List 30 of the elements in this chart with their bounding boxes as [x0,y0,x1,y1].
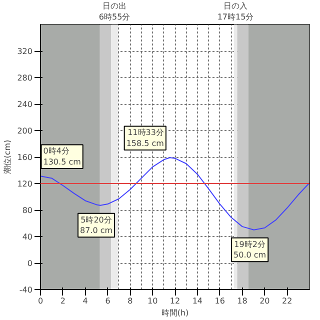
band-label: 日の出 6時55分 [98,2,130,22]
y-tick-label: 80 [22,206,33,215]
x-tick-label: 0 [38,296,44,306]
x-tick-label: 14 [192,296,203,306]
annotation: 0時4分 130.5 cm [43,146,82,167]
y-tick-label: 40 [22,232,33,242]
x-tick-label: 4 [82,296,88,306]
y-tick-label: -40 [19,286,33,294]
y-tick-label: 280 [17,74,33,82]
x-tick-label: 10 [147,296,158,306]
x-tick-label: 6 [105,296,110,306]
y-tick-label: 160 [17,153,33,162]
x-tick-label: 16 [214,296,225,306]
annotation: 5時20分 87.0 cm [80,215,113,236]
y-tick-label: 240 [17,100,33,109]
x-tick-label: 8 [128,296,133,306]
x-tick-label: 12 [170,296,180,306]
x-axis-title: 時間(h) [161,308,189,318]
x-tick-label: 22 [282,296,292,306]
annotation: 11時33分 158.5 cm [126,128,164,148]
band-label: 日の入 17時15分 [217,2,254,22]
y-tick-label: 320 [17,47,33,56]
x-tick-label: 2 [60,296,66,306]
x-tick-label: 18 [237,296,248,306]
x-tick-label: 20 [260,296,270,306]
y-tick-label: 120 [17,180,33,188]
y-tick-label: 0 [27,259,33,268]
annotation: 19時2分 50.0 cm [234,240,266,260]
y-axis-title: 潮位(cm) [3,140,12,174]
y-tick-label: 200 [17,126,33,136]
